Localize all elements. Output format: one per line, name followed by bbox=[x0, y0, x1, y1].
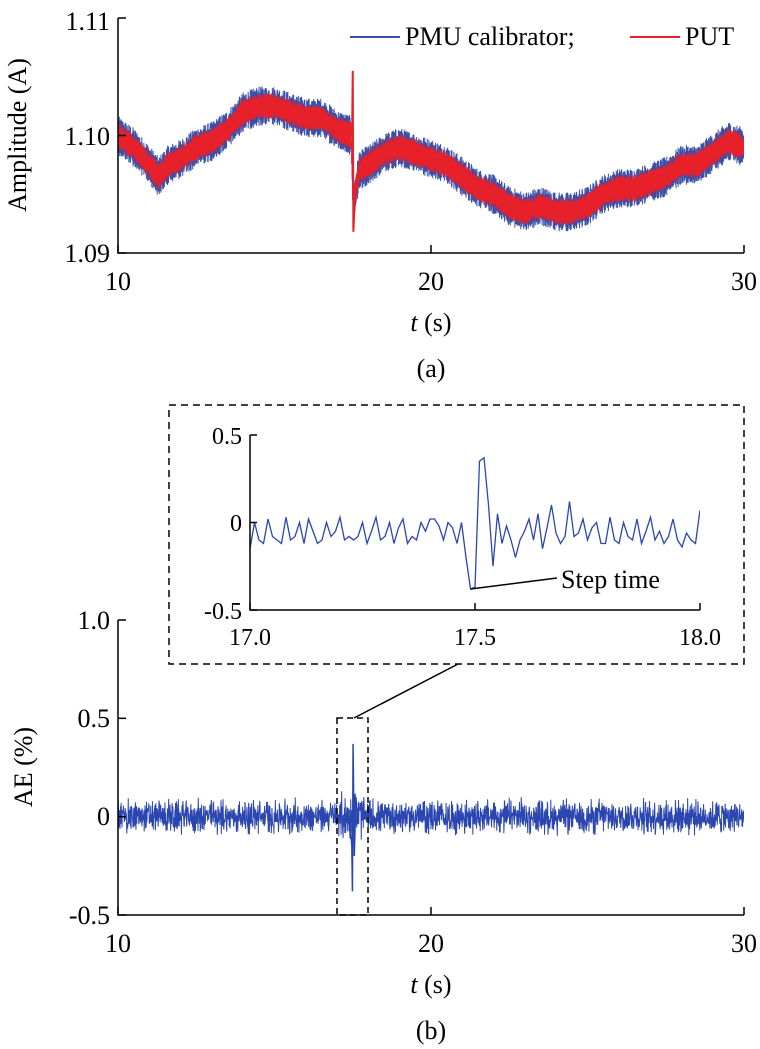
inset-xtick-17.5: 17.5 bbox=[454, 625, 496, 651]
inset-series bbox=[250, 456, 700, 590]
panel-b-ytick-neg-0.5: -0.5 bbox=[69, 901, 110, 930]
panel-a-caption: (a) bbox=[417, 354, 446, 383]
panel-a-series bbox=[118, 70, 744, 232]
series-ae-zoom bbox=[250, 456, 700, 590]
inset-xtick-18.0: 18.0 bbox=[679, 625, 721, 651]
legend-label-pmu-calibrator: PMU calibrator; bbox=[405, 22, 575, 51]
panel-b-ytick-0: 0 bbox=[97, 802, 110, 831]
inset-zoom-chart: 0.5 0 -0.5 17.0 17.5 18.0 Step time bbox=[168, 404, 745, 665]
panel-b-caption: (b) bbox=[416, 1016, 446, 1045]
ae-step-spike bbox=[348, 743, 359, 892]
panel-b-xlabel-unit: (s) bbox=[424, 970, 451, 999]
panel-a-xtick-10: 10 bbox=[105, 267, 131, 296]
panel-a-xtick-30: 30 bbox=[731, 267, 757, 296]
panel-a-ytick-1.11: 1.11 bbox=[65, 7, 110, 36]
panel-b-xlabel: t (s) bbox=[410, 970, 451, 999]
panel-b-xtick-10: 10 bbox=[105, 929, 131, 958]
inset-ytick-neg-0.5: -0.5 bbox=[204, 599, 242, 625]
panel-a-legend: PMU calibrator; PUT bbox=[350, 22, 734, 51]
panel-a-xlabel: t (s) bbox=[410, 308, 451, 337]
step-time-annotation: Step time bbox=[561, 565, 660, 594]
panel-a-amplitude-chart: 1.11 1.10 1.09 10 20 30 Amplitude (A) t … bbox=[3, 7, 757, 383]
panel-b-xlabel-var: t bbox=[410, 970, 418, 999]
panel-a-xlabel-unit: (s) bbox=[424, 308, 451, 337]
panel-b-ticks bbox=[117, 619, 745, 916]
step-time-annotation-line bbox=[470, 577, 558, 590]
panel-b-xtick-30: 30 bbox=[731, 929, 757, 958]
panel-a-ticks bbox=[117, 17, 745, 254]
inset-xtick-17.0: 17.0 bbox=[229, 625, 271, 651]
legend-label-put: PUT bbox=[685, 22, 734, 51]
inset-connector-line bbox=[353, 663, 459, 719]
inset-ytick-0: 0 bbox=[230, 511, 242, 537]
panel-b-series bbox=[118, 743, 744, 892]
put-step-transient bbox=[351, 70, 357, 232]
panel-a-ytick-1.09: 1.09 bbox=[65, 239, 111, 268]
inset-ytick-0.5: 0.5 bbox=[212, 424, 242, 450]
panel-a-ytick-1.10: 1.10 bbox=[65, 122, 111, 151]
panel-b-highlight-box bbox=[336, 717, 369, 916]
panel-b-ae-chart: 1.0 0.5 0 -0.5 10 20 30 AE (%) t (s) (b) bbox=[9, 606, 757, 1045]
series-put bbox=[118, 93, 744, 225]
panel-b-ylabel: AE (%) bbox=[9, 727, 38, 807]
panel-a-ylabel: Amplitude (A) bbox=[3, 58, 32, 212]
panel-a-xlabel-var: t bbox=[410, 308, 418, 337]
panel-a-xtick-20: 20 bbox=[418, 267, 444, 296]
panel-b-ytick-1.0: 1.0 bbox=[78, 606, 111, 635]
inset-ticks bbox=[249, 434, 701, 611]
series-ae bbox=[118, 791, 744, 840]
panel-b-xtick-20: 20 bbox=[418, 929, 444, 958]
panel-b-ytick-0.5: 0.5 bbox=[78, 704, 111, 733]
